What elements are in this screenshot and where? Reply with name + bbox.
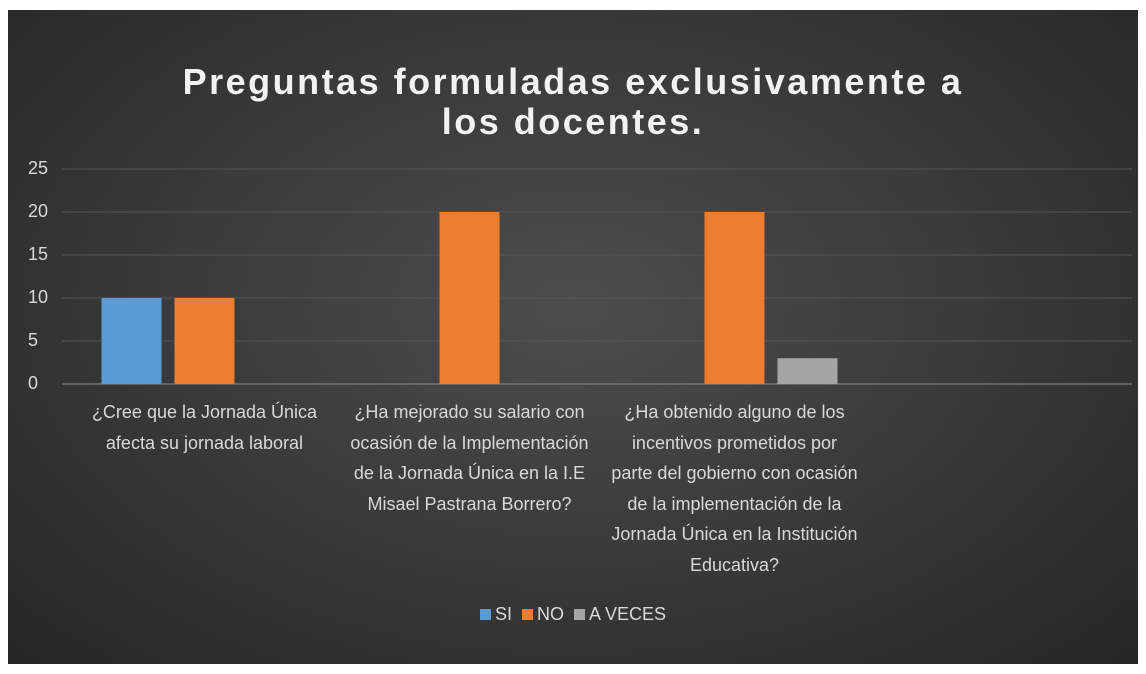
y-tick-label: 5 [28,330,38,350]
legend-swatch [479,609,491,620]
legend-item: NO [521,604,564,625]
legend-label: A VECES [588,604,667,624]
legend: SI NO A VECES [0,604,1146,625]
bar [174,298,235,384]
y-tick-label: 10 [28,287,48,307]
y-tick-label: 0 [28,373,38,393]
x-tick-label: ¿Ha mejorado su salario con ocasión de l… [350,402,589,514]
legend-swatch [521,609,533,620]
chart-title: Preguntas formuladas exclusivamente a lo… [182,61,964,142]
legend-swatch [573,609,585,620]
legend-item: A VECES [573,604,667,625]
y-tick-label: 15 [28,244,48,264]
bar [777,358,838,384]
bar [439,212,500,384]
y-tick-label: 20 [28,201,48,221]
legend-item: SI [479,604,512,625]
bar [704,212,765,384]
legend-label: SI [494,604,512,624]
bar [101,298,162,384]
y-tick-label: 25 [28,158,48,178]
x-tick-label: ¿Ha obtenido alguno de los incentivos pr… [611,402,858,575]
legend-label: NO [536,604,564,624]
x-tick-label: ¿Cree que la Jornada Única afecta su jor… [91,402,318,453]
